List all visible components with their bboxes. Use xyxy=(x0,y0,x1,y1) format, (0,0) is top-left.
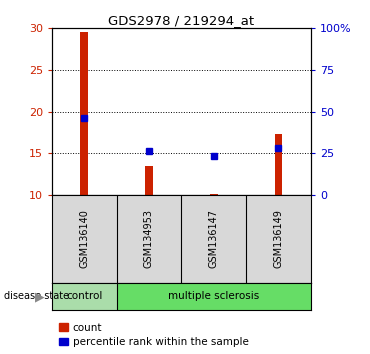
Text: GSM136149: GSM136149 xyxy=(273,210,283,268)
Text: GSM136147: GSM136147 xyxy=(209,210,219,268)
Bar xyxy=(52,283,117,310)
Bar xyxy=(210,194,218,195)
Title: GDS2978 / 219294_at: GDS2978 / 219294_at xyxy=(108,14,254,27)
Text: multiple sclerosis: multiple sclerosis xyxy=(168,291,259,302)
Text: GSM136140: GSM136140 xyxy=(79,210,89,268)
Bar xyxy=(117,283,311,310)
Bar xyxy=(80,33,88,195)
Legend: count, percentile rank within the sample: count, percentile rank within the sample xyxy=(55,319,253,351)
Text: control: control xyxy=(66,291,102,302)
Bar xyxy=(275,134,282,195)
Text: ▶: ▶ xyxy=(35,290,44,303)
Bar xyxy=(145,166,153,195)
Text: disease state: disease state xyxy=(4,291,69,302)
Text: GSM134953: GSM134953 xyxy=(144,210,154,268)
